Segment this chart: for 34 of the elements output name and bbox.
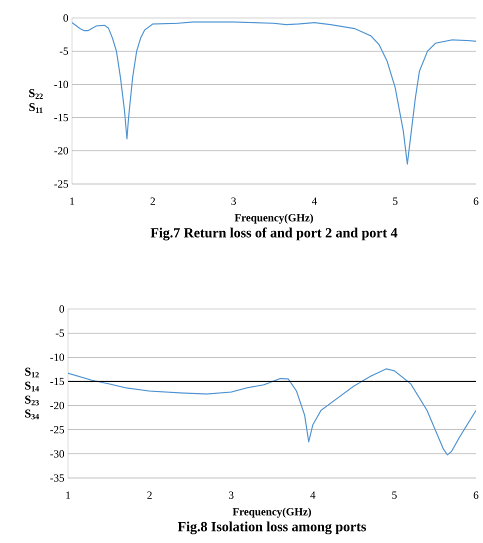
x-tick-label: 1 xyxy=(66,492,70,499)
line-series xyxy=(68,368,476,456)
y-tick-label: -30 xyxy=(50,450,64,458)
x-tick-label: 6 xyxy=(474,492,478,499)
caption: Fig.8 Isolation loss among ports xyxy=(178,522,366,534)
x-tick-label: 3 xyxy=(228,492,234,499)
y-tick-label: -25 xyxy=(54,180,68,188)
line-series xyxy=(72,21,476,165)
y-tick-label: -35 xyxy=(50,474,64,482)
y-tick-label: -15 xyxy=(54,114,68,122)
x-axis-title: Frequency(GHz) xyxy=(234,214,313,224)
x-axis-title: Frequency(GHz) xyxy=(232,508,311,518)
y-tick-label: -20 xyxy=(50,402,64,410)
x-tick-label: 4 xyxy=(312,198,317,205)
x-tick-label: 4 xyxy=(310,492,316,499)
y-tick-label: 0 xyxy=(59,305,64,313)
x-tick-label: 6 xyxy=(474,198,478,205)
x-tick-label: 3 xyxy=(231,198,236,205)
y-tick-label: -5 xyxy=(56,330,64,337)
y-tick-label: -5 xyxy=(60,48,68,55)
x-tick-label: 1 xyxy=(70,198,74,205)
x-tick-label: 5 xyxy=(392,492,397,499)
y-tick-label: 0 xyxy=(63,14,68,22)
x-tick-label: 5 xyxy=(393,198,398,205)
y-tick-label: -15 xyxy=(50,378,64,386)
caption: Fig.7 Return loss of and port 2 and port 4 xyxy=(150,228,398,240)
y-tick-label: -10 xyxy=(54,80,68,88)
y-axis-title: S$_{22}$ S$_{11}$ xyxy=(29,89,43,113)
y-tick-label: -20 xyxy=(54,147,68,154)
y-tick-label: -10 xyxy=(50,354,64,361)
x-tick-label: 2 xyxy=(147,492,152,499)
y-axis-title: S$_{12}$ S$_{14}$ S$_{23}$ S$_{34}$ xyxy=(25,368,39,420)
x-tick-label: 2 xyxy=(150,198,155,205)
y-tick-label: -25 xyxy=(50,426,64,434)
